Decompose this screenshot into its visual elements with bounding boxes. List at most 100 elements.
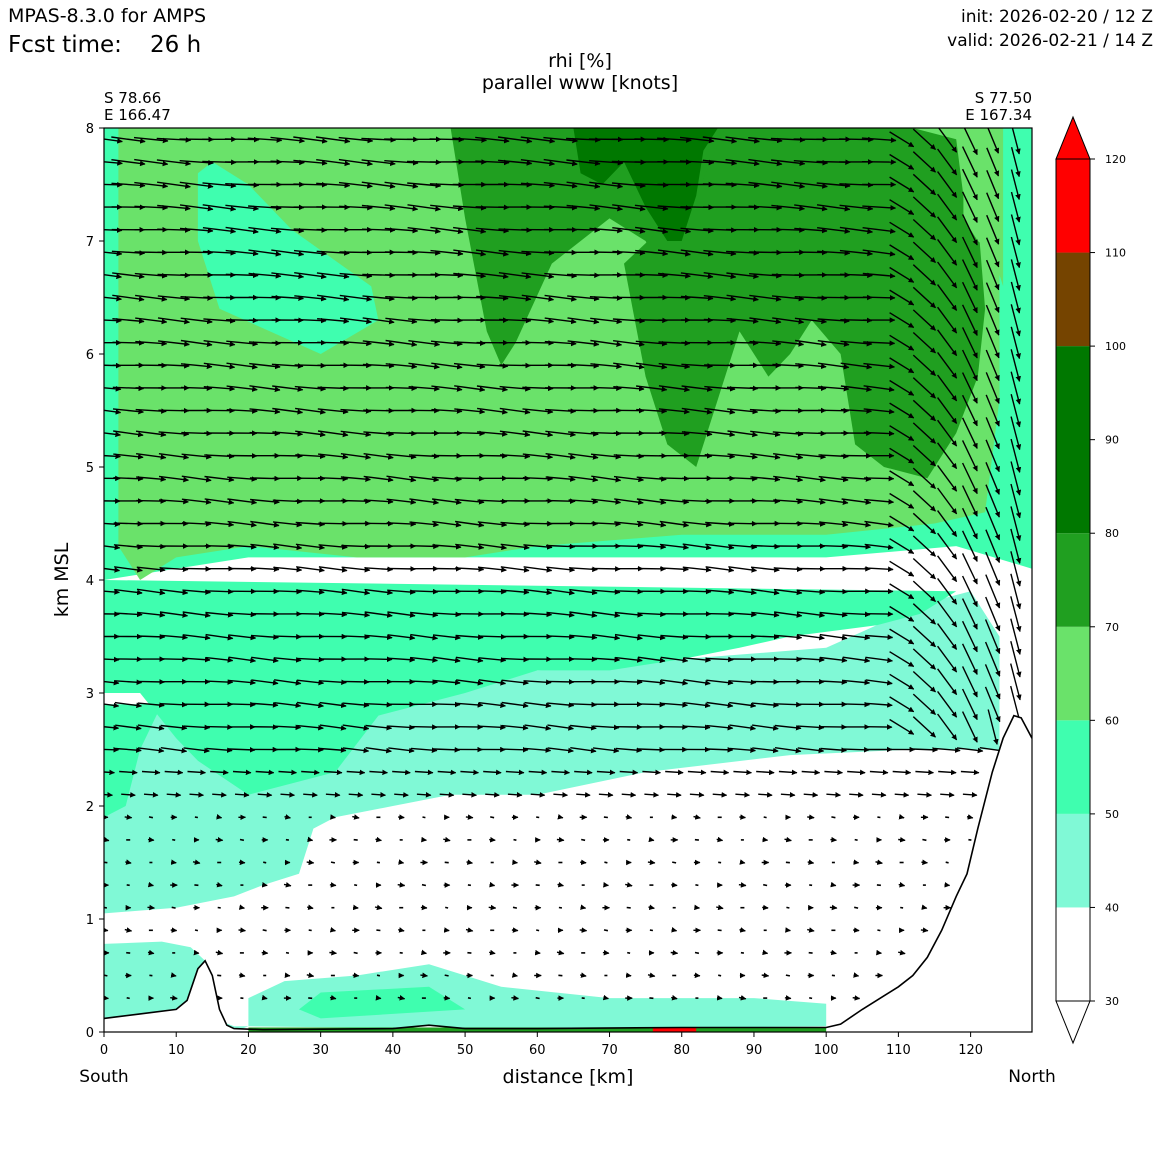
wind-arrow: [416, 792, 432, 798]
wind-arrow: [398, 927, 405, 933]
wind-arrow: [672, 861, 677, 864]
wind-arrow: [751, 588, 780, 596]
wind-arrow: [1010, 236, 1021, 269]
wind-arrow: [363, 431, 395, 437]
wind-arrow: [454, 408, 486, 415]
model-title: MPAS-8.3.0 for AMPS: [8, 5, 206, 27]
wind-arrow: [340, 453, 372, 460]
wind-arrow: [453, 362, 486, 370]
y-tick-label: 6: [86, 348, 94, 363]
wind-arrow: [362, 295, 395, 302]
wind-arrow: [465, 814, 474, 820]
wind-arrow: [206, 747, 233, 753]
wind-arrow: [339, 294, 373, 302]
wind-arrow: [648, 904, 655, 911]
wind-arrow: [157, 317, 190, 325]
wind-arrow: [568, 431, 599, 437]
wind-arrow: [706, 724, 734, 731]
wind-arrow: [104, 656, 120, 663]
wind-arrow: [386, 475, 417, 483]
wind-arrow: [352, 814, 360, 820]
wind-arrow: [619, 769, 639, 776]
wind-arrow: [567, 340, 600, 347]
wind-arrow: [590, 363, 622, 370]
wind-arrow: [966, 814, 974, 820]
wind-arrow: [1010, 259, 1021, 291]
wind-arrow: [477, 431, 508, 437]
wind-arrow: [921, 904, 928, 910]
wind-arrow: [445, 906, 449, 909]
wind-arrow: [642, 769, 661, 776]
wind-arrow: [203, 385, 236, 392]
wind-arrow: [397, 995, 406, 1001]
wind-arrow: [135, 340, 168, 347]
wind-arrow: [853, 859, 860, 865]
chart-subtitle: parallel www [knots]: [482, 72, 678, 94]
colorbar-band: [1056, 907, 1090, 1001]
wind-arrow: [922, 838, 927, 842]
wind-arrow: [386, 498, 417, 505]
wind-arrow: [524, 701, 552, 709]
wind-arrow: [478, 588, 507, 595]
wind-arrow: [659, 520, 690, 528]
wind-arrow: [205, 611, 234, 618]
wind-arrow: [179, 227, 214, 234]
wind-arrow: [750, 566, 780, 573]
wind-arrow: [984, 641, 1001, 677]
wind-arrow: [182, 656, 211, 663]
wind-arrow: [726, 294, 759, 302]
wind-arrow: [262, 929, 267, 932]
wind-arrow: [785, 974, 791, 977]
wind-arrow: [961, 236, 978, 269]
wind-arrow: [682, 543, 712, 551]
wind-arrow: [852, 995, 861, 1001]
wind-arrow: [704, 453, 736, 460]
wind-arrow: [912, 693, 936, 716]
wind-arrow: [501, 679, 529, 686]
wind-arrow: [889, 515, 915, 532]
wind-arrow: [113, 544, 144, 550]
wind-arrow: [705, 611, 735, 617]
wind-arrow: [853, 972, 860, 978]
wind-arrow: [159, 611, 189, 618]
wind-arrow: [912, 603, 936, 625]
wind-arrow: [842, 634, 871, 641]
wind-arrow: [912, 490, 936, 512]
wind-arrow: [234, 792, 250, 798]
wind-arrow: [985, 574, 1001, 609]
wind-arrow: [638, 701, 666, 708]
wind-arrow: [295, 407, 326, 415]
wind-arrow: [591, 521, 621, 527]
wind-arrow: [567, 363, 600, 369]
x-tick-label: 70: [601, 1043, 618, 1058]
wind-arrow: [181, 475, 212, 483]
wind-arrow: [912, 377, 936, 399]
wind-arrow: [940, 792, 955, 798]
wind-arrow: [774, 634, 803, 641]
colorbar-band: [1056, 346, 1090, 534]
wind-arrow: [961, 281, 978, 314]
wind-arrow: [750, 453, 781, 460]
wind-arrow: [556, 836, 565, 843]
wind-arrow: [318, 475, 349, 482]
wind-arrow: [710, 769, 730, 776]
wind-arrow: [271, 363, 304, 369]
wind-arrow: [817, 385, 850, 392]
wind-arrow: [273, 588, 303, 595]
wind-arrow: [780, 792, 796, 798]
wind-arrow: [613, 340, 645, 347]
wind-arrow: [1010, 663, 1022, 701]
wind-arrow: [453, 272, 487, 279]
wind-arrow: [961, 417, 978, 449]
wind-arrow: [147, 949, 155, 956]
wind-arrow: [1010, 326, 1021, 360]
wind-arrow: [455, 543, 485, 550]
wind-arrow: [392, 769, 411, 776]
wind-arrow: [862, 272, 896, 279]
wind-arrow: [341, 566, 371, 573]
wind-arrow: [956, 747, 984, 754]
wind-arrow: [566, 204, 601, 212]
wind-arrow: [431, 408, 463, 414]
wind-arrow: [489, 881, 496, 888]
wind-arrow: [985, 439, 1000, 473]
